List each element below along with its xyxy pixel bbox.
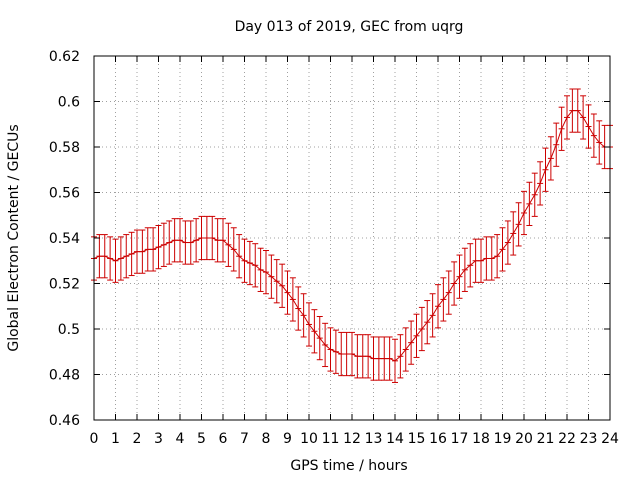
data-series — [91, 88, 613, 383]
x-tick-label: 13 — [365, 431, 383, 447]
x-tick-label: 17 — [451, 431, 469, 447]
x-tick-label: 8 — [262, 431, 271, 447]
x-tick-label: 24 — [601, 431, 619, 447]
x-tick-label: 7 — [240, 431, 249, 447]
axis-ticks — [93, 55, 611, 421]
x-tick-label: 10 — [300, 431, 318, 447]
x-tick-label: 11 — [322, 431, 340, 447]
y-tick-label: 0.46 — [49, 413, 80, 429]
x-tick-label: 9 — [283, 431, 292, 447]
x-tick-label: 22 — [558, 431, 576, 447]
y-tick-label: 0.48 — [49, 368, 80, 384]
x-tick-label: 14 — [386, 431, 404, 447]
y-tick-label: 0.58 — [49, 140, 80, 156]
x-tick-label: 4 — [176, 431, 185, 447]
x-axis-label: GPS time / hours — [290, 458, 407, 474]
x-tick-label: 1 — [111, 431, 120, 447]
x-tick-label: 3 — [154, 431, 163, 447]
x-tick-label: 21 — [537, 431, 555, 447]
x-tick-label: 2 — [133, 431, 142, 447]
x-tick-label: 18 — [472, 431, 490, 447]
grid-lines — [94, 56, 610, 420]
x-tick-label: 23 — [580, 431, 598, 447]
x-tick-label: 19 — [494, 431, 512, 447]
y-tick-label: 0.6 — [58, 95, 80, 111]
x-tick-label: 15 — [408, 431, 426, 447]
x-tick-label: 5 — [197, 431, 206, 447]
series-line — [93, 110, 610, 362]
y-tick-label: 0.54 — [49, 231, 80, 247]
x-tick-label: 20 — [515, 431, 533, 447]
y-tick-label: 0.56 — [49, 186, 80, 202]
tick-labels: 0 1 2 3 4 5 6 7 8 9 10 11 12 13 14 15 16 17 18 19 20 21 22 23 24… — [49, 49, 619, 447]
x-tick-label: 6 — [219, 431, 228, 447]
y-tick-label: 0.62 — [49, 49, 80, 65]
y-tick-label: 0.52 — [49, 277, 80, 293]
x-tick-label: 12 — [343, 431, 361, 447]
x-tick-label: 16 — [429, 431, 447, 447]
y-axis-label: Global Electron Content / GECUs — [6, 124, 22, 351]
x-tick-label: 0 — [90, 431, 99, 447]
y-tick-label: 0.5 — [58, 322, 80, 338]
chart-title: Day 013 of 2019, GEC from uqrg — [235, 19, 464, 35]
